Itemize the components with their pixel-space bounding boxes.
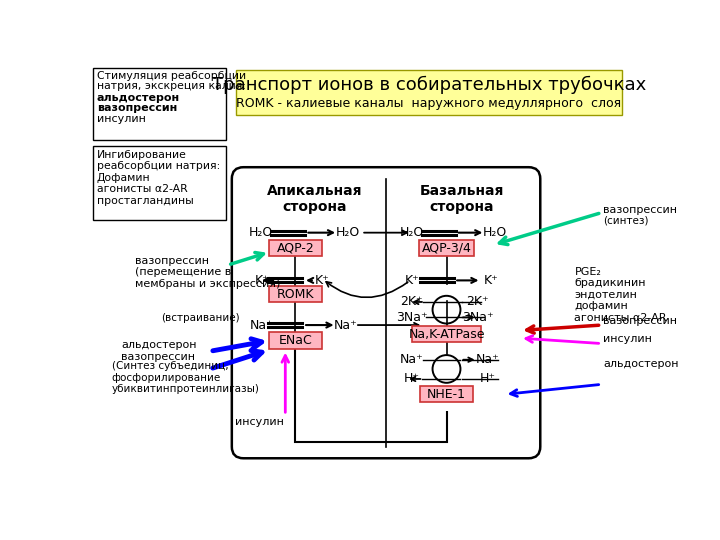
Text: Na⁺: Na⁺ [476,353,500,366]
Text: инсулин: инсулин [97,114,146,124]
Text: Na⁺: Na⁺ [334,319,358,332]
Text: ENaC: ENaC [279,334,312,347]
Text: AQP-3/4: AQP-3/4 [422,241,472,254]
Text: K⁺: K⁺ [404,274,419,287]
Text: Транспорт ионов в собирательных трубочках: Транспорт ионов в собирательных трубочка… [212,76,646,94]
FancyBboxPatch shape [269,240,322,256]
Text: (Синтез субъединиц,
фосфорилирование
убиквитинпротеинлигазы): (Синтез субъединиц, фосфорилирование уби… [112,361,260,394]
Text: альдостерон: альдостерон [97,92,180,103]
Text: Ингибирование
реабсорбции натрия:
Дофамин
агонисты α2-AR
простагландины: Ингибирование реабсорбции натрия: Дофами… [97,150,220,206]
Text: вазопрессин
(перемещение в
мембраны и экспрессия): вазопрессин (перемещение в мембраны и эк… [135,256,280,289]
Text: 2K⁺: 2K⁺ [400,295,423,308]
Text: H₂O: H₂O [400,226,424,239]
Text: K⁺: K⁺ [315,274,330,287]
Text: ROMK - калиевые каналы  наружного медуллярного  слоя: ROMK - калиевые каналы наружного медулля… [236,97,621,110]
Text: инсулин: инсулин [235,417,284,428]
Text: альдостерон
вазопрессин: альдостерон вазопрессин [121,340,197,362]
Text: инсулин: инсулин [603,334,652,344]
Text: вазопрессин: вазопрессин [603,205,677,215]
Text: PGE₂
брадикинин
эндотелин
дофамин
агонисты α2-AR: PGE₂ брадикинин эндотелин дофамин агонис… [575,267,667,323]
Text: натрия, экскреция калия:: натрия, экскреция калия: [97,81,246,91]
Text: H₂O: H₂O [248,226,273,239]
Text: (встраивание): (встраивание) [161,313,240,323]
Text: альдостерон: альдостерон [603,359,678,369]
Text: Na⁺: Na⁺ [250,319,274,332]
Text: Na⁺: Na⁺ [400,353,423,366]
Text: NHE-1: NHE-1 [427,388,466,401]
Text: AQP-2: AQP-2 [276,241,314,254]
FancyBboxPatch shape [235,70,621,115]
FancyBboxPatch shape [420,386,473,402]
Text: вазопрессин: вазопрессин [97,103,177,113]
Text: K⁺: K⁺ [484,274,499,287]
Text: H₂O: H₂O [483,226,508,239]
Text: H₂O: H₂O [336,226,360,239]
Text: H⁺: H⁺ [404,373,420,386]
FancyBboxPatch shape [418,240,474,256]
Text: (синтез): (синтез) [603,215,649,226]
Text: Апикальная
сторона: Апикальная сторона [267,184,362,214]
Text: Na,K-ATPase: Na,K-ATPase [408,328,485,341]
Text: H⁺: H⁺ [480,373,495,386]
Text: Базальная
сторона: Базальная сторона [420,184,504,214]
Text: 2K⁺: 2K⁺ [466,295,489,308]
Text: K⁺: K⁺ [255,274,269,287]
FancyBboxPatch shape [269,333,322,348]
FancyBboxPatch shape [412,326,482,342]
Text: Стимуляция реабсорбции: Стимуляция реабсорбции [97,71,246,81]
FancyBboxPatch shape [93,146,226,220]
FancyBboxPatch shape [269,286,322,302]
Text: ROMK: ROMK [276,288,314,301]
Text: 3Na⁺: 3Na⁺ [396,311,428,324]
Text: вазопрессин: вазопрессин [603,316,677,326]
Text: 3Na⁺: 3Na⁺ [462,311,493,324]
FancyBboxPatch shape [93,68,226,140]
